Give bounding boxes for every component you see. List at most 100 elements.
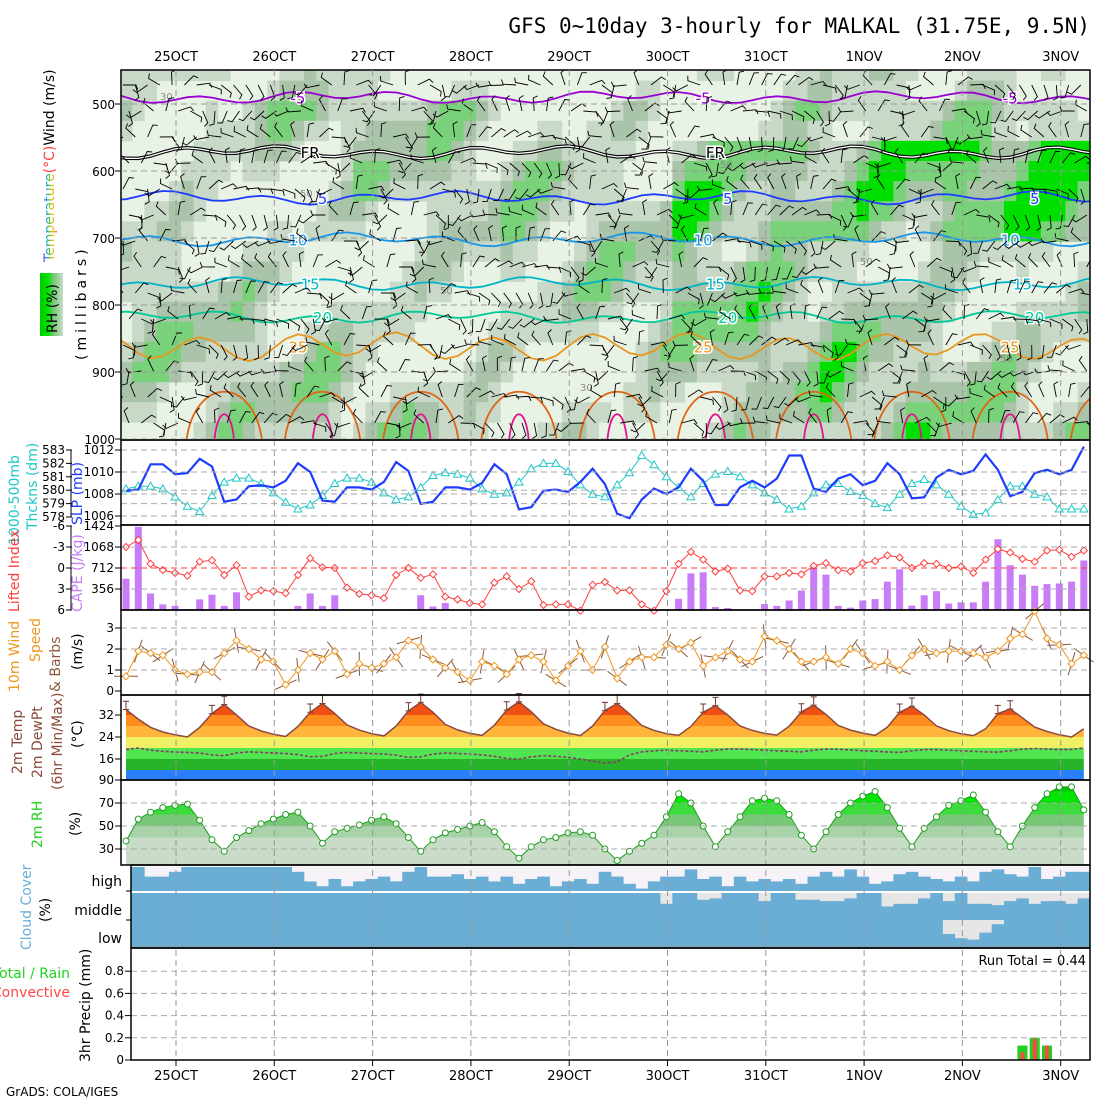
li-marker <box>760 572 769 581</box>
wind-barb <box>475 82 492 88</box>
wind-barb <box>1024 381 1033 398</box>
rh-cell <box>242 301 256 323</box>
wind-barb <box>617 208 633 216</box>
label-thickness-1: 1000-500mb <box>7 455 23 545</box>
li-marker <box>821 558 831 568</box>
wind-barb <box>532 95 538 112</box>
rh-cell <box>121 80 133 102</box>
wind-barb <box>1012 148 1020 164</box>
cloud-bar-high <box>500 876 514 891</box>
wind-barb <box>184 75 199 86</box>
wind-barb <box>169 396 175 413</box>
cape-bar <box>1018 574 1026 610</box>
rh-cell <box>672 201 685 222</box>
cloud-bar-low <box>561 920 575 948</box>
wind-barb <box>736 136 743 153</box>
wind-barb <box>718 100 732 112</box>
wind-barb <box>936 162 942 179</box>
rh-cell <box>377 402 391 423</box>
thickness-marker <box>747 479 758 489</box>
cloud-bar-high <box>991 869 1005 891</box>
wind-barb <box>202 110 209 127</box>
wind-barb <box>1000 110 1014 123</box>
rh-cell <box>991 221 1005 242</box>
cloud-bar-middle <box>377 893 391 920</box>
rh-cell <box>586 281 600 303</box>
wind-barb <box>718 364 735 372</box>
cape-bar <box>994 539 1002 610</box>
rh-cell <box>561 281 575 303</box>
cloud-bar-high <box>267 867 280 891</box>
cloud-bar-middle <box>856 893 870 920</box>
wind-barb <box>514 77 529 86</box>
wind-barb <box>504 333 517 346</box>
rh-marker <box>650 831 658 839</box>
rh-cell <box>414 100 428 122</box>
rh-cell <box>893 70 907 81</box>
wind-barb <box>773 240 786 253</box>
wind-speed-marker <box>981 653 990 662</box>
wind-barb <box>202 307 215 320</box>
wind-barb <box>503 292 512 308</box>
cloud-bar-middle <box>979 903 992 920</box>
wind-barb <box>1007 126 1020 138</box>
wind-barb <box>709 329 715 346</box>
li-marker <box>170 568 180 578</box>
temp-band <box>126 701 1084 704</box>
wind-barb <box>226 409 236 424</box>
wind-barb <box>282 283 298 294</box>
wind-barb <box>325 422 334 439</box>
rh-cell <box>525 241 538 262</box>
li-marker <box>932 559 941 569</box>
rh-cell <box>856 402 870 423</box>
rh-cell <box>733 261 747 282</box>
wind-barb <box>626 393 643 399</box>
wind-barb <box>624 182 639 190</box>
wind-barb <box>275 150 287 164</box>
wind-speed-marker <box>477 657 487 666</box>
wind-barb <box>303 83 320 89</box>
wind-barb <box>360 370 366 387</box>
wind-barb <box>859 126 873 138</box>
rh-cell <box>807 80 821 102</box>
wind-barb <box>372 214 388 225</box>
label-slp: SLP (mb) <box>70 462 86 525</box>
cape-bar <box>122 578 130 610</box>
cloud-bar-low <box>1003 920 1017 948</box>
wind-barb <box>632 261 649 268</box>
wind-barb <box>960 266 977 273</box>
rh-cell <box>611 161 624 182</box>
wind-barb <box>687 75 701 86</box>
cloud-bar-high <box>672 876 685 891</box>
rh-cell <box>721 161 735 182</box>
rh-cell <box>181 321 194 343</box>
wind-barb <box>319 127 334 138</box>
wind-barb <box>576 136 590 148</box>
cloud-bar-middle <box>721 893 735 920</box>
wind-barb <box>773 337 790 346</box>
rh-cell <box>905 341 919 363</box>
cloud-bar-high <box>389 881 403 891</box>
rh-cell <box>954 221 968 242</box>
wind-barb <box>952 411 965 424</box>
rh-cell <box>156 341 170 363</box>
rh-cell <box>967 80 980 102</box>
wind-barb <box>448 415 464 424</box>
wind-barb <box>997 370 1014 378</box>
wind-barb <box>771 286 787 294</box>
wind-barb <box>800 279 811 294</box>
cape-bar <box>785 600 793 610</box>
wind-barb <box>1080 386 1090 398</box>
wind-barb <box>264 381 271 398</box>
wind-barb <box>208 179 224 190</box>
wind-barb <box>383 331 394 346</box>
rh-cell <box>377 70 391 81</box>
wind-barb <box>224 370 240 379</box>
wind-barb <box>307 292 322 300</box>
precip-panel-frame <box>130 947 1091 1061</box>
rh-cell <box>316 70 329 81</box>
rh-cell <box>1053 201 1066 222</box>
wind-barb <box>650 341 667 347</box>
wind-speed-marker <box>1018 630 1027 639</box>
wind-barb <box>791 206 808 216</box>
